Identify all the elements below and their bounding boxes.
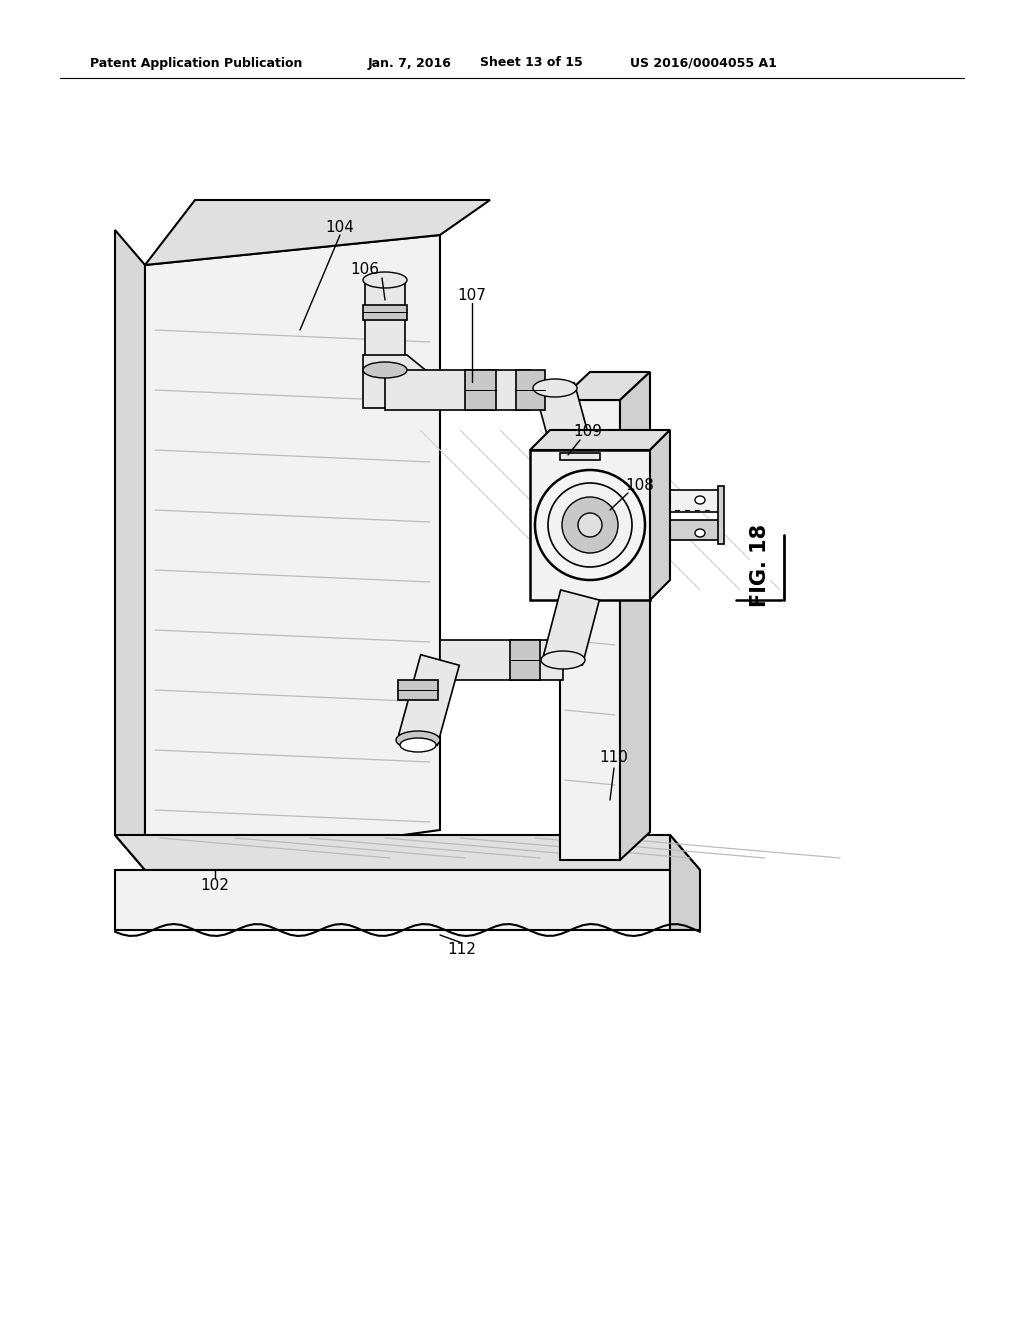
Polygon shape	[560, 372, 650, 400]
Ellipse shape	[396, 731, 440, 748]
Ellipse shape	[541, 651, 585, 669]
Polygon shape	[650, 430, 670, 601]
Polygon shape	[115, 836, 700, 870]
Text: 110: 110	[600, 751, 629, 766]
Polygon shape	[516, 370, 545, 411]
Polygon shape	[530, 430, 670, 450]
Text: FIG. 18: FIG. 18	[750, 524, 770, 607]
Polygon shape	[544, 590, 599, 665]
Polygon shape	[145, 235, 440, 870]
Text: 109: 109	[573, 425, 602, 440]
Polygon shape	[536, 383, 599, 486]
Polygon shape	[718, 486, 724, 544]
Polygon shape	[145, 201, 490, 265]
Text: 106: 106	[350, 263, 380, 277]
Ellipse shape	[362, 362, 407, 378]
Ellipse shape	[400, 738, 436, 752]
Polygon shape	[510, 640, 540, 680]
Polygon shape	[530, 450, 650, 601]
Text: Sheet 13 of 15: Sheet 13 of 15	[480, 57, 583, 70]
Polygon shape	[650, 520, 720, 540]
Text: Patent Application Publication: Patent Application Publication	[90, 57, 302, 70]
Polygon shape	[398, 655, 460, 746]
Polygon shape	[650, 490, 720, 512]
Polygon shape	[440, 640, 563, 680]
Polygon shape	[115, 230, 145, 870]
Ellipse shape	[534, 379, 577, 397]
Polygon shape	[560, 453, 600, 459]
Polygon shape	[398, 680, 438, 700]
Text: 104: 104	[326, 220, 354, 235]
Ellipse shape	[695, 496, 705, 504]
Polygon shape	[115, 870, 670, 931]
Polygon shape	[362, 305, 407, 319]
Polygon shape	[560, 400, 620, 861]
Ellipse shape	[578, 513, 602, 537]
Polygon shape	[362, 355, 450, 408]
Ellipse shape	[548, 483, 632, 568]
Ellipse shape	[362, 272, 407, 288]
Text: 107: 107	[458, 288, 486, 302]
Ellipse shape	[562, 498, 618, 553]
Ellipse shape	[695, 529, 705, 537]
Polygon shape	[365, 280, 406, 370]
Text: US 2016/0004055 A1: US 2016/0004055 A1	[630, 57, 777, 70]
Polygon shape	[465, 370, 496, 411]
Polygon shape	[385, 370, 530, 411]
Text: Jan. 7, 2016: Jan. 7, 2016	[368, 57, 452, 70]
Text: 108: 108	[626, 478, 654, 492]
Polygon shape	[620, 372, 650, 861]
Text: 112: 112	[447, 942, 476, 957]
Polygon shape	[670, 836, 700, 931]
Ellipse shape	[535, 470, 645, 579]
Text: 102: 102	[201, 878, 229, 892]
